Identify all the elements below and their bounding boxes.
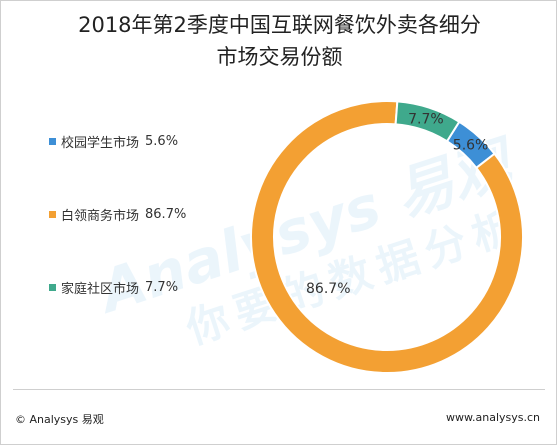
donut-slice <box>250 100 524 374</box>
legend-item: 白领商务市场 86.7% <box>49 204 186 224</box>
legend-swatch <box>49 210 56 218</box>
slice-data-label: 5.6% <box>453 138 489 154</box>
slice-data-label: 86.7% <box>306 281 350 297</box>
donut-slice <box>394 100 461 143</box>
footer-copyright: © Analysys 易观 <box>15 413 104 426</box>
legend-swatch <box>49 137 56 145</box>
legend-item: 校园学生市场 5.6% <box>49 131 178 151</box>
legend-label: 白领商务市场 <box>61 208 140 224</box>
legend-swatch <box>49 283 56 291</box>
chart-title: 2018年第2季度中国互联网餐饮外卖各细分 市场交易份额 <box>1 9 556 73</box>
slice-data-label: 7.7% <box>408 112 444 128</box>
chart-title-line-1: 2018年第2季度中国互联网餐饮外卖各细分 <box>78 13 481 37</box>
chart-title-line-2: 市场交易份额 <box>216 45 343 69</box>
legend-value: 86.7% <box>145 206 187 222</box>
legend-value: 5.6% <box>145 133 179 149</box>
legend-label: 校园学生市场 <box>61 135 140 151</box>
footer-website: www.analysys.cn <box>446 411 540 424</box>
legend-label: 家庭社区市场 <box>61 281 140 297</box>
footer-divider <box>13 389 545 390</box>
legend-value: 7.7% <box>145 279 179 295</box>
legend-item: 家庭社区市场 7.7% <box>49 277 178 297</box>
